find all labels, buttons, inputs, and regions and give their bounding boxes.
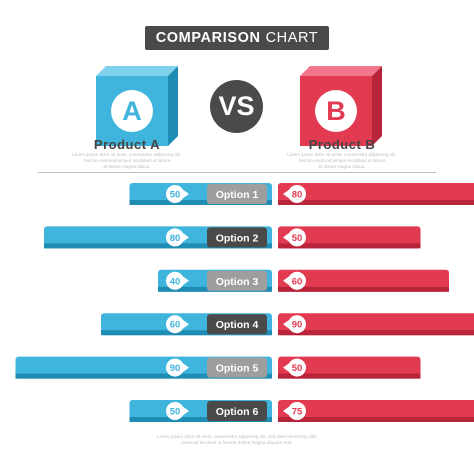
product-a-cube-icon: A: [96, 66, 178, 146]
bar-product-b-shade: [278, 200, 474, 205]
value-label-a: 90: [170, 363, 181, 374]
badge-product-a: [166, 358, 184, 377]
option-pill: [207, 314, 267, 335]
badge-b-pointer: [283, 232, 290, 243]
bar-product-b: [278, 400, 474, 422]
badge-a-pointer: [182, 232, 189, 243]
badge-a-pointer: [182, 406, 189, 416]
badge-product-a: [166, 315, 184, 334]
product-b-letter: B: [326, 96, 346, 126]
option-pill: [207, 227, 267, 248]
badge-b-pointer: [283, 189, 290, 199]
option-label: Option 4: [216, 319, 259, 331]
title-bold: COMPARISON: [155, 30, 261, 46]
bar-product-a-shade: [129, 417, 272, 422]
option-label: Option 5: [216, 363, 259, 375]
bar-product-b: [278, 313, 474, 336]
badge-b-pointer: [283, 275, 290, 286]
footer-text: Lorem ipsum dolor sit amet, consectetur …: [157, 434, 317, 445]
product-b-name: Product B: [308, 137, 376, 152]
badge-a-pointer: [182, 275, 189, 286]
badge-b-pointer: [283, 406, 290, 416]
bar-product-b: [278, 183, 474, 205]
bar-product-b: [278, 269, 449, 292]
option-label: Option 6: [216, 406, 259, 418]
bar-product-a-shade: [15, 373, 272, 379]
chart-title: COMPARISON CHART: [145, 26, 329, 50]
value-label-b: 50: [292, 363, 303, 374]
product-b-description: Lorem ipsum dolor sit amet, consectetur …: [287, 152, 397, 169]
value-label-a: 50: [170, 407, 181, 418]
badge-product-b: [288, 315, 306, 334]
value-label-b: 80: [292, 190, 303, 201]
option-pill: [207, 401, 267, 421]
value-label-a: 60: [170, 320, 181, 331]
option-pill: [207, 270, 267, 291]
badge-product-a: [166, 228, 184, 247]
option-label: Option 3: [216, 276, 259, 288]
product-a-description: Lorem ipsum dolor sit amet, consectetur …: [72, 152, 182, 169]
badge-product-b: [288, 271, 306, 290]
badge-product-b: [288, 185, 306, 203]
bar-product-a-shade: [129, 200, 272, 205]
option-label: Option 2: [216, 232, 259, 244]
badge-b-pointer: [283, 319, 290, 330]
value-label-b: 75: [292, 407, 303, 418]
badge-product-a: [166, 271, 184, 290]
vs-badge: VS: [210, 80, 263, 133]
option-label: Option 1: [216, 189, 259, 201]
badge-product-a: [166, 185, 184, 203]
product-a-name: Product A: [93, 137, 161, 152]
bar-product-b-shade: [278, 373, 421, 379]
title-light: CHART: [265, 30, 319, 46]
badge-product-b: [288, 228, 306, 247]
badge-a-pointer: [182, 319, 189, 330]
value-label-b: 50: [292, 233, 303, 244]
product-a-letter: A: [122, 96, 142, 126]
bar-product-b-shade: [278, 417, 474, 422]
bar-product-b-shade: [278, 286, 449, 292]
option-pill: [207, 184, 267, 204]
option-pill: [207, 357, 267, 378]
bar-product-b: [278, 226, 421, 249]
bar-product-a-shade: [101, 330, 272, 336]
value-label-a: 40: [170, 276, 181, 287]
badge-product-a: [166, 402, 184, 420]
bar-product-b-shade: [278, 243, 421, 249]
value-label-b: 90: [292, 320, 303, 331]
bar-product-a-shade: [44, 243, 272, 249]
value-label-a: 80: [170, 233, 181, 244]
value-label-a: 50: [170, 190, 181, 201]
badge-a-pointer: [182, 362, 189, 373]
divider: [38, 172, 436, 173]
badge-product-b: [288, 358, 306, 377]
value-label-b: 60: [292, 276, 303, 287]
bar-product-b-shade: [278, 330, 474, 336]
badge-b-pointer: [283, 362, 290, 373]
product-b-cube-icon: B: [300, 66, 382, 146]
badge-product-b: [288, 402, 306, 420]
badge-a-pointer: [182, 189, 189, 199]
bar-product-b: [278, 356, 421, 379]
